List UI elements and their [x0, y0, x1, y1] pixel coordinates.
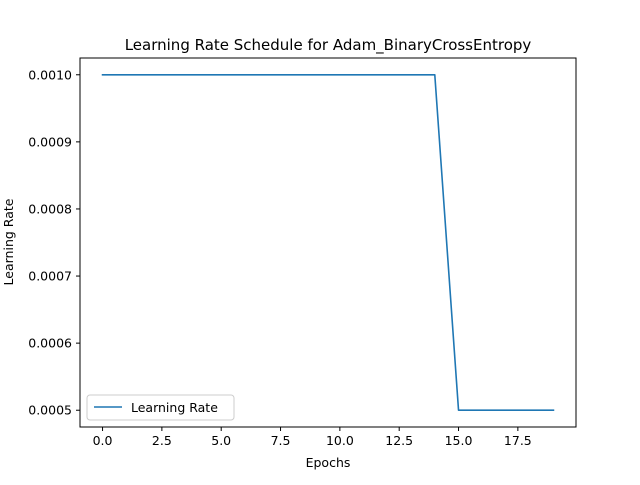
y-tick-label: 0.0010	[28, 67, 72, 82]
legend: Learning Rate	[86, 394, 235, 421]
x-tick-label: 7.5	[271, 433, 291, 448]
y-tick-label: 0.0008	[28, 201, 72, 216]
learning-rate-line	[101, 73, 555, 412]
y-axis-label: Learning Rate	[1, 198, 16, 285]
x-axis-label: Epochs	[306, 455, 351, 470]
x-tick-label: 17.5	[504, 433, 532, 448]
x-tick-label: 5.0	[211, 433, 231, 448]
chart-title: Learning Rate Schedule for Adam_BinaryCr…	[125, 36, 532, 55]
y-tick-label: 0.0005	[28, 403, 72, 418]
series-layer	[101, 73, 555, 412]
x-tick-label: 15.0	[445, 433, 473, 448]
x-axis-ticks: 0.0 2.5 5.0 7.5 10.0 12.5 15.0 17.5	[93, 427, 532, 448]
x-tick-label: 12.5	[385, 433, 413, 448]
x-tick-label: 2.5	[152, 433, 172, 448]
axes-frame	[79, 57, 577, 428]
y-tick-label: 0.0006	[28, 336, 72, 351]
y-tick-label: 0.0009	[28, 134, 72, 149]
x-tick-label: 0.0	[93, 433, 113, 448]
legend-box	[86, 394, 235, 421]
y-tick-label: 0.0007	[28, 269, 72, 284]
y-axis-ticks: 0.0005 0.0006 0.0007 0.0008 0.0009 0.0010	[28, 67, 80, 418]
x-tick-label: 10.0	[326, 433, 354, 448]
legend-label: Learning Rate	[131, 400, 218, 415]
